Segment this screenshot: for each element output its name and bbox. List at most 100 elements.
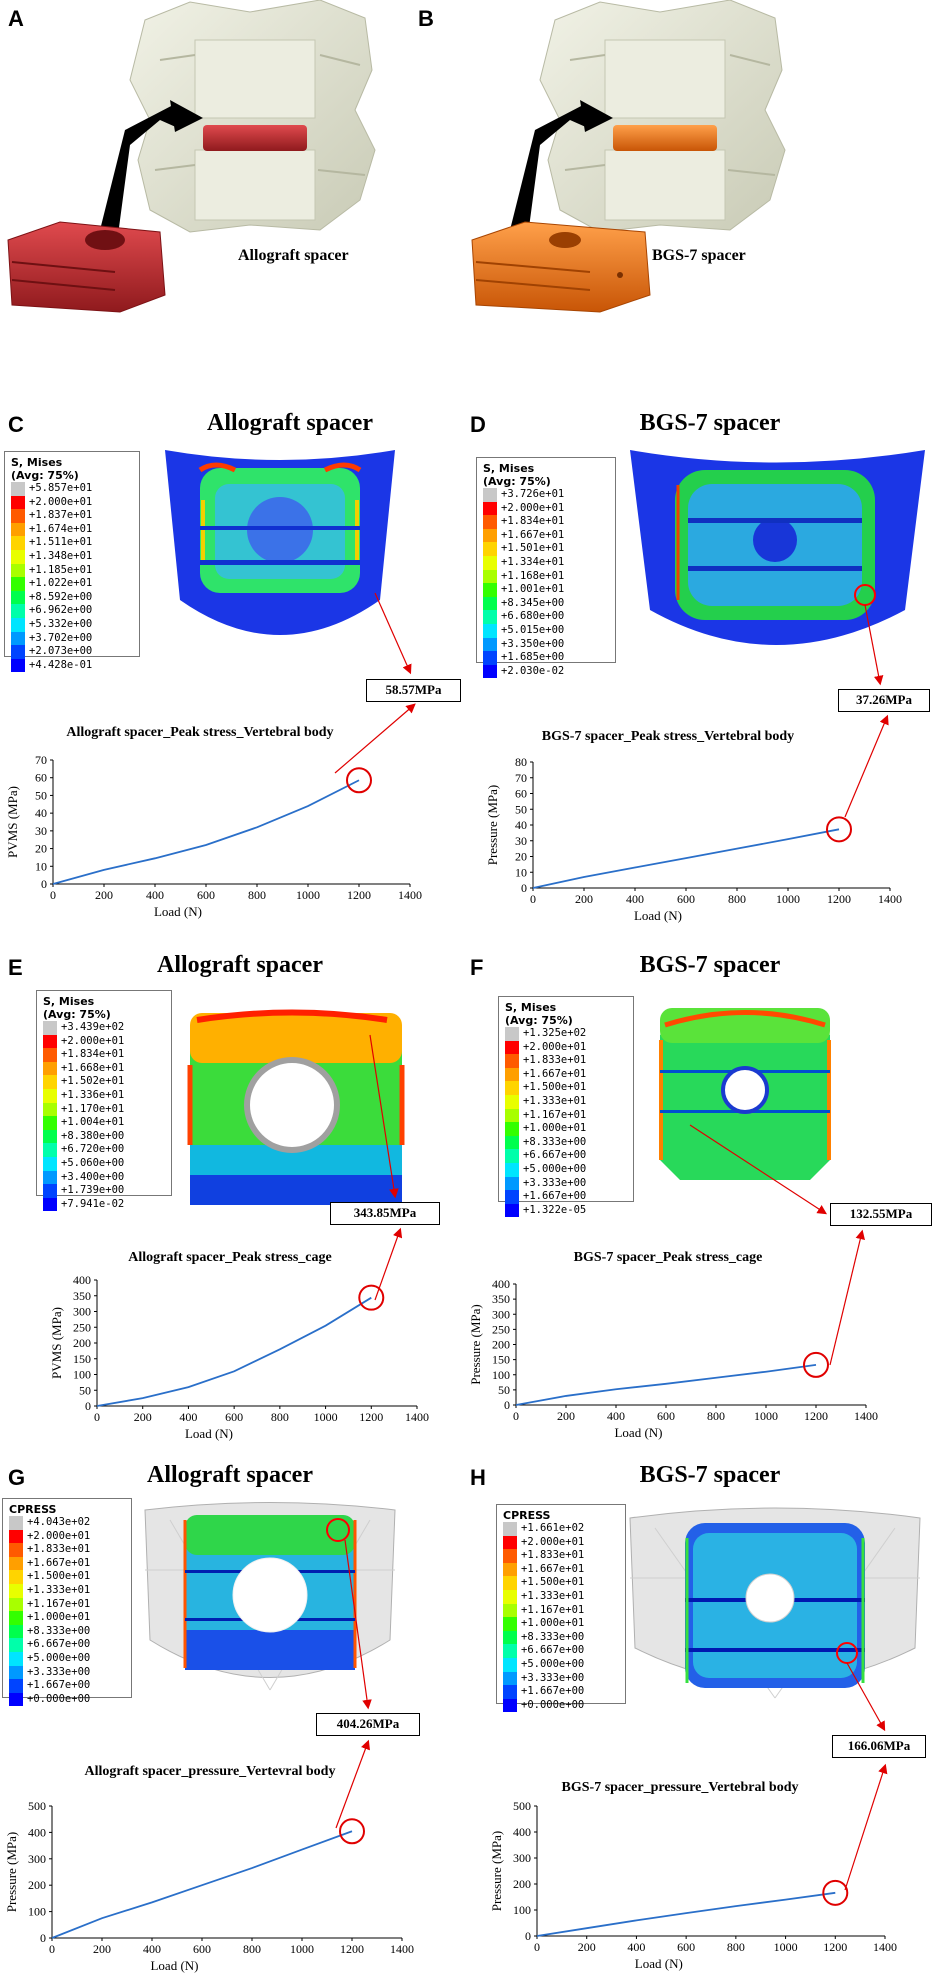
legend-value: +1.000e+01 xyxy=(27,1611,91,1624)
data-series-line xyxy=(515,1364,817,1406)
legend-value: +1.667e+01 xyxy=(27,1556,91,1569)
legend-value: +1.500e+01 xyxy=(521,1576,585,1589)
legend-entry: +2.073e+00 xyxy=(11,645,135,659)
panel-title-g: Allograft spacer xyxy=(147,1462,313,1488)
chart-title-d: BGS-7 spacer_Peak stress_Vertebral body xyxy=(541,729,795,744)
y-tick-label: 100 xyxy=(28,1905,46,1919)
legend-swatch xyxy=(483,637,497,652)
legend-swatch xyxy=(505,1081,519,1095)
allograft-spacer-model xyxy=(7,221,166,313)
y-tick-label: 50 xyxy=(79,1383,91,1397)
legend-value: +1.501e+01 xyxy=(501,542,565,555)
legend-subheader: (Avg: 75%) xyxy=(43,1008,111,1021)
fea-contour-vertebra-c xyxy=(165,450,395,635)
spacer-in-situ-b xyxy=(613,125,717,151)
legend-swatch xyxy=(9,1692,23,1707)
x-tick-label: 1200 xyxy=(340,1942,364,1956)
y-tick-label: 0 xyxy=(40,1931,46,1945)
legend-entry: +3.333e+00 xyxy=(9,1665,127,1680)
legend-entry: +3.439e+02 xyxy=(43,1021,167,1035)
legend-value: +1.167e+01 xyxy=(521,1603,585,1616)
legend-value: +1.500e+01 xyxy=(27,1570,91,1583)
legend-entry: +1.167e+01 xyxy=(503,1603,621,1618)
x-tick-label: 1400 xyxy=(873,1940,897,1954)
x-tick-label: 1000 xyxy=(776,892,800,906)
legend-entry: +5.000e+00 xyxy=(505,1162,629,1177)
panel-letter-g: G xyxy=(8,1465,26,1490)
legend-value: +2.000e+01 xyxy=(27,1529,91,1542)
legend-entry: +8.345e+00 xyxy=(483,596,611,611)
legend-entry: +8.333e+00 xyxy=(505,1135,629,1150)
legend-entry: +1.000e+01 xyxy=(503,1617,621,1631)
x-tick-label: 800 xyxy=(707,1409,725,1423)
legend-value: +1.667e+00 xyxy=(27,1679,91,1692)
y-axis-label: Pressure (MPa) xyxy=(489,1831,504,1912)
legend-swatch xyxy=(43,1184,57,1198)
legend-value: +1.001e+01 xyxy=(501,583,565,596)
y-axis-label: PVMS (MPa) xyxy=(5,786,20,858)
legend-value: +8.380e+00 xyxy=(61,1129,125,1142)
legend-entry: +1.739e+00 xyxy=(43,1184,167,1198)
x-tick-label: 1000 xyxy=(754,1409,778,1423)
legend-swatch xyxy=(43,1170,57,1185)
fea-contour-pressure-h xyxy=(629,1507,921,1699)
data-series-line xyxy=(96,1296,372,1407)
legend-value: +1.004e+01 xyxy=(61,1116,125,1129)
legend-entry: +4.043e+02 xyxy=(9,1516,127,1530)
legend-header: S, Mises xyxy=(483,462,535,475)
spacer-label-b: BGS-7 spacer xyxy=(652,247,746,264)
legend-swatch xyxy=(483,501,497,516)
legend-entry: +1.333e+01 xyxy=(505,1094,629,1109)
legend-rows: +4.043e+02 +2.000e+01 +1.833e+01 +1.667e+01… xyxy=(9,1516,127,1707)
data-series-line xyxy=(51,1830,353,1939)
legend-entry: +2.000e+01 xyxy=(9,1529,127,1544)
legend-entry: +0.000e+00 xyxy=(503,1698,621,1713)
legend-value: +1.837e+01 xyxy=(29,509,93,522)
legend-value: +1.667e+01 xyxy=(501,528,565,541)
bgs7-spacer-model xyxy=(471,221,651,313)
legend-subheader: (Avg: 75%) xyxy=(483,475,551,488)
legend-subheader: (Avg: 75%) xyxy=(11,469,79,482)
legend-entry: +1.674e+01 xyxy=(11,522,135,537)
peak-marker-circle xyxy=(822,1879,849,1906)
legend-swatch xyxy=(503,1549,517,1563)
y-tick-label: 50 xyxy=(35,788,47,802)
legend-entry: +6.667e+00 xyxy=(9,1638,127,1652)
legend-value: +1.668e+01 xyxy=(61,1061,125,1074)
legend-value: +5.000e+00 xyxy=(27,1651,91,1664)
panel-letter-a: A xyxy=(8,6,24,31)
legend-entry: +1.004e+01 xyxy=(43,1116,167,1130)
panel-title-d: BGS-7 spacer xyxy=(639,410,781,436)
legend-value: +1.667e+00 xyxy=(521,1685,585,1698)
legend-value: +3.400e+00 xyxy=(61,1170,125,1183)
legend-header: S, Mises xyxy=(43,995,95,1008)
legend-value: +3.333e+00 xyxy=(523,1176,587,1189)
legend-value: +1.336e+01 xyxy=(61,1088,125,1101)
legend-value: +3.350e+00 xyxy=(501,637,565,650)
legend-value: +8.345e+00 xyxy=(501,596,565,609)
x-tick-label: 1400 xyxy=(390,1942,414,1956)
legend-entry: +1.667e+01 xyxy=(505,1067,629,1082)
y-tick-label: 30 xyxy=(35,824,47,838)
legend-entry: +1.667e+00 xyxy=(505,1190,629,1204)
legend-swatch xyxy=(505,1122,519,1136)
y-tick-label: 400 xyxy=(28,1825,46,1839)
panel-letter-h: H xyxy=(470,1465,486,1490)
legend-entry: +1.022e+01 xyxy=(11,577,135,591)
legend-rows: +5.857e+01 +2.000e+01 +1.837e+01 +1.674e+01… xyxy=(11,482,135,673)
y-tick-label: 350 xyxy=(73,1289,91,1303)
legend-entry: +1.322e-05 xyxy=(505,1203,629,1218)
legend-entry: +4.428e-01 xyxy=(11,658,135,673)
x-tick-label: 400 xyxy=(143,1942,161,1956)
legend-swatch xyxy=(505,1054,519,1068)
legend-swatch xyxy=(11,604,25,618)
y-tick-label: 500 xyxy=(513,1799,531,1813)
callout-h: 166.06MPa xyxy=(832,1735,926,1758)
legend-value: +7.941e-02 xyxy=(61,1197,125,1210)
legend-value: +3.702e+00 xyxy=(29,631,93,644)
vertebra-model-b xyxy=(539,0,786,233)
panel-letter-b: B xyxy=(418,6,434,31)
chart-title-g: Allograft spacer_pressure_Vertevral body xyxy=(84,1764,336,1779)
legend-entry: +1.834e+01 xyxy=(43,1048,167,1062)
